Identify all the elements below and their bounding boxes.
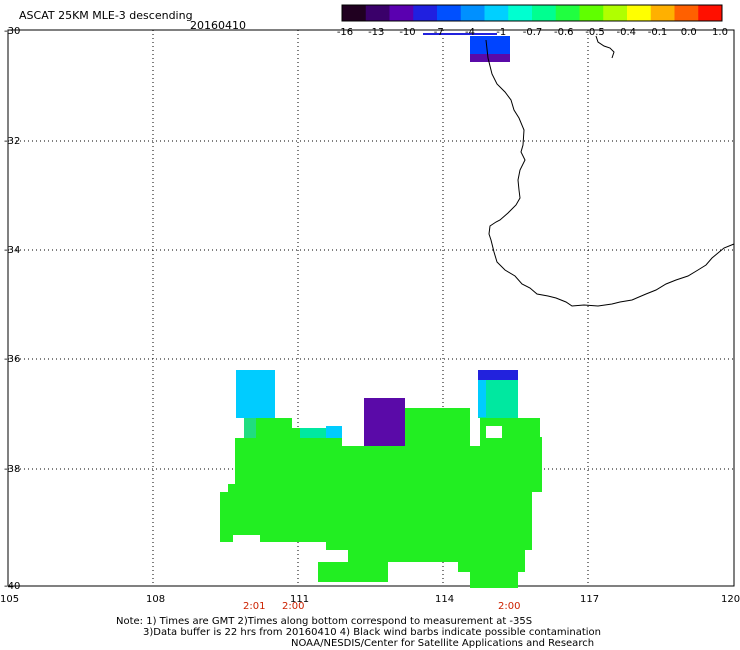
colorbar-tick-label: -7 bbox=[433, 27, 444, 38]
colorbar-tick-label: -1 bbox=[496, 27, 507, 38]
lon-label: 105 bbox=[0, 594, 20, 605]
time-label: 2:00 bbox=[498, 601, 521, 612]
lon-label: 114 bbox=[435, 594, 455, 605]
swath-darkblue bbox=[478, 370, 518, 380]
lon-label: 117 bbox=[580, 594, 600, 605]
colorbar-swatch bbox=[389, 5, 414, 21]
colorbar-swatch bbox=[650, 5, 675, 21]
footer-note-2: 3)Data buffer is 22 hrs from 20160410 4)… bbox=[143, 627, 601, 638]
colorbar-swatch bbox=[674, 5, 699, 21]
colorbar-swatch bbox=[698, 5, 723, 21]
colorbar-tick-label: -0.5 bbox=[585, 27, 605, 38]
swath-green bbox=[220, 408, 542, 588]
lat-label: -36 bbox=[4, 354, 21, 365]
wind-data-swath bbox=[220, 33, 542, 588]
colorbar-swatch bbox=[484, 5, 509, 21]
swath-cyan-1 bbox=[236, 370, 275, 418]
lon-label: 108 bbox=[146, 594, 166, 605]
lat-label: -32 bbox=[4, 136, 21, 147]
footer-note-1: Note: 1) Times are GMT 2)Times along bot… bbox=[116, 616, 533, 627]
swath-cyan-2 bbox=[326, 426, 342, 438]
map-frame bbox=[7, 29, 735, 587]
colorbar-tick-label: -4 bbox=[465, 27, 475, 38]
colorbar-swatch bbox=[555, 5, 580, 21]
lon-label: 111 bbox=[290, 594, 310, 605]
swath-teal-1 bbox=[244, 418, 256, 438]
colorbar-tick-label: -0.1 bbox=[647, 27, 668, 38]
lon-label: 120 bbox=[721, 594, 740, 605]
map-date: 20160410 bbox=[190, 19, 246, 32]
colorbar-tick-label: -13 bbox=[368, 27, 385, 38]
coastline-north bbox=[595, 35, 615, 59]
colorbar-swatch bbox=[365, 5, 390, 21]
colorbar bbox=[341, 4, 723, 22]
colorbar-swatch bbox=[532, 5, 557, 21]
swath-cyan-3 bbox=[478, 380, 486, 417]
lat-label: -34 bbox=[4, 245, 21, 256]
colorbar-swatch bbox=[603, 5, 628, 21]
colorbar-tick-label: 1.0 bbox=[712, 27, 728, 38]
swath-blue-top bbox=[470, 36, 510, 54]
colorbar-swatch bbox=[508, 5, 533, 21]
colorbar-tick-label: -16 bbox=[336, 27, 354, 38]
colorbar-swatch bbox=[579, 5, 604, 21]
coastline bbox=[485, 39, 735, 307]
lat-label: -40 bbox=[4, 581, 21, 592]
colorbar-swatch bbox=[627, 5, 652, 21]
colorbar-swatch bbox=[460, 5, 485, 21]
swath-purple bbox=[364, 398, 405, 446]
colorbar-tick-label: -0.6 bbox=[553, 27, 574, 38]
colorbar-swatch bbox=[342, 5, 367, 21]
colorbar-tick-label: 0.0 bbox=[680, 27, 697, 38]
footer-note-3: NOAA/NESDIS/Center for Satellite Applica… bbox=[291, 638, 595, 649]
colorbar-swatch bbox=[437, 5, 462, 21]
colorbar-swatch bbox=[413, 5, 438, 21]
time-label: 2:00 bbox=[282, 601, 305, 612]
swath-purple-top bbox=[470, 54, 510, 62]
map-title: ASCAT 25KM MLE-3 descending bbox=[19, 9, 193, 22]
lat-label: -38 bbox=[4, 464, 21, 475]
lat-label: -30 bbox=[4, 26, 21, 37]
graticule bbox=[8, 30, 734, 586]
colorbar-tick-label: -0.4 bbox=[616, 27, 637, 38]
colorbar-frame bbox=[341, 4, 723, 22]
swath-teal-2 bbox=[300, 428, 340, 438]
colorbar-tick-label: -10 bbox=[399, 27, 416, 38]
swath-blue-line bbox=[423, 33, 497, 35]
swath-gap bbox=[486, 426, 502, 438]
colorbar-tick-label: -0.7 bbox=[522, 27, 543, 38]
time-label: 2:01 bbox=[243, 601, 266, 612]
